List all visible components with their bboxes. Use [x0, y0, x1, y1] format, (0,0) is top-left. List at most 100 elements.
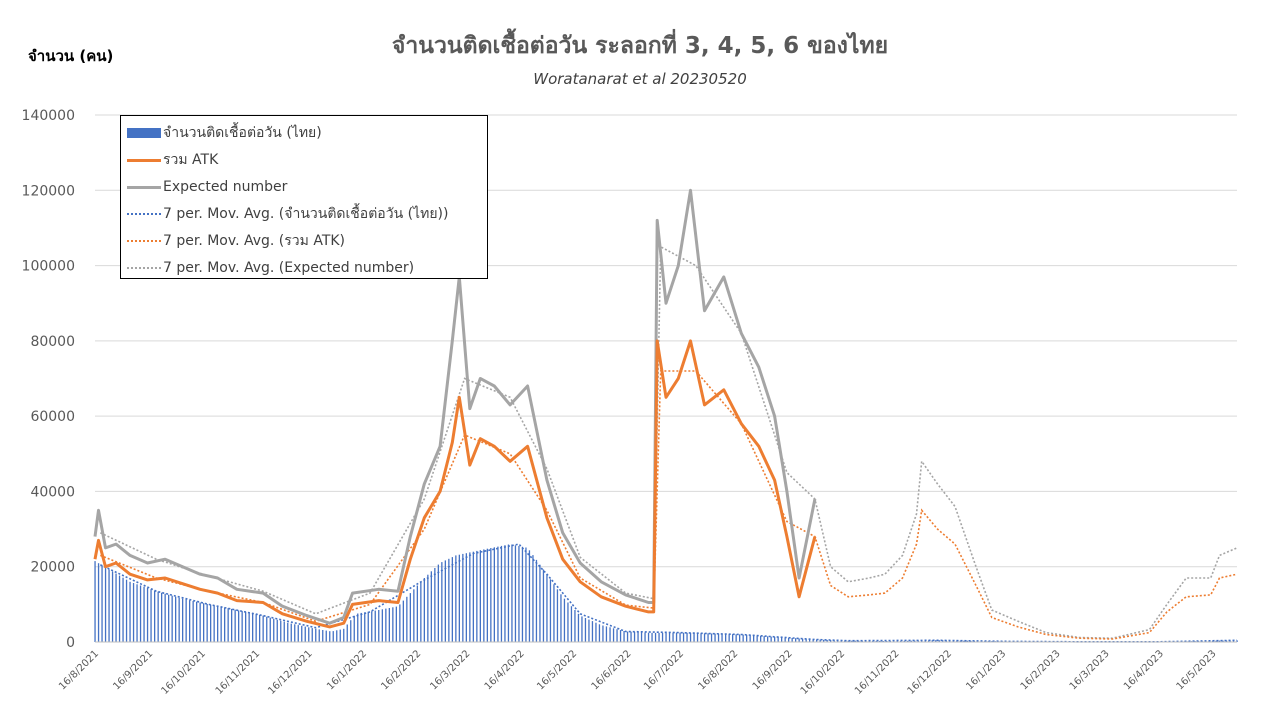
x-tick-label: 16/3/2023 [1068, 648, 1112, 692]
bar [458, 554, 460, 642]
bar [339, 629, 341, 642]
bar [970, 640, 972, 642]
bar [490, 548, 492, 642]
bar [767, 636, 769, 642]
bar [308, 627, 310, 642]
bar [931, 640, 933, 642]
bar [364, 612, 366, 642]
bar [837, 640, 839, 642]
bar [637, 632, 639, 642]
y-tick-label: 80000 [30, 334, 75, 350]
bar [819, 639, 821, 642]
bar [472, 551, 474, 642]
y-tick-label: 40000 [30, 484, 75, 500]
bar [732, 634, 734, 642]
bar [725, 633, 727, 642]
bar [94, 561, 96, 642]
bar [154, 590, 156, 642]
bar [549, 579, 552, 642]
x-tick-label: 16/8/2021 [57, 648, 101, 692]
bar [795, 638, 797, 642]
legend-item-ma-expected: 7 per. Mov. Avg. (Expected number) [121, 254, 487, 281]
legend-swatch-dotted [127, 208, 161, 220]
x-tick-label: 16/1/2023 [964, 648, 1008, 692]
bar [966, 640, 968, 642]
bar [136, 584, 138, 642]
bar [469, 552, 471, 642]
bar [301, 625, 303, 642]
bar [318, 629, 320, 642]
bar [283, 621, 285, 642]
bar [588, 619, 590, 642]
bar [104, 567, 107, 642]
bar [672, 632, 674, 642]
bar [816, 639, 818, 642]
legend-item-ma-atk: 7 per. Mov. Avg. (รวม ATK) [121, 227, 487, 254]
bar [774, 636, 776, 642]
bar [703, 633, 706, 642]
bar [1232, 640, 1235, 642]
bar [591, 621, 594, 642]
legend-label: Expected number [163, 178, 288, 195]
bar [476, 550, 478, 642]
bar [413, 589, 415, 642]
x-tick-label: 16/10/2022 [799, 648, 848, 697]
bar [493, 547, 495, 642]
bar [830, 640, 832, 642]
bar [560, 594, 562, 642]
x-tick-label: 16/12/2021 [266, 648, 315, 697]
bar [570, 606, 573, 642]
x-tick-label: 16/4/2023 [1122, 648, 1166, 692]
bar [430, 571, 432, 642]
bar [213, 605, 215, 642]
bar [423, 578, 425, 642]
x-tick-label: 16/1/2022 [325, 648, 369, 692]
x-tick-label: 16/2/2023 [1019, 648, 1063, 692]
bar [921, 640, 923, 642]
x-tick-label: 16/11/2022 [853, 648, 902, 697]
bar [416, 585, 418, 642]
bar [700, 633, 702, 642]
bar [805, 638, 807, 642]
bar [276, 619, 278, 642]
bar [802, 638, 804, 642]
bar [746, 634, 748, 642]
legend-swatch-line [127, 181, 161, 193]
bar [924, 640, 926, 642]
bar [518, 546, 520, 642]
bar [742, 634, 744, 642]
bar [812, 639, 814, 642]
legend-swatch-line [127, 154, 161, 166]
bar [753, 635, 755, 642]
bar [574, 610, 576, 642]
bar [661, 632, 664, 642]
bar [714, 633, 716, 642]
bar [497, 546, 499, 642]
bar [182, 598, 184, 642]
bar [654, 632, 657, 642]
bar [735, 634, 737, 642]
chart-title: จำนวนติดเชื้อต่อวัน ระลอกที่ 3, 4, 5, 6 … [391, 33, 889, 59]
legend-swatch-bar [127, 127, 161, 138]
legend-item-atk: รวม ATK [121, 146, 487, 173]
series-line-moving-average [99, 245, 1238, 640]
bar [903, 640, 905, 642]
series-line-moving-average [99, 543, 1238, 643]
bar [854, 640, 856, 642]
x-tick-label: 16/4/2022 [483, 648, 527, 692]
bar [696, 633, 699, 642]
bar [409, 593, 411, 642]
bar [336, 630, 338, 642]
bar [525, 547, 527, 642]
bar [826, 639, 828, 642]
y-tick-label: 140000 [22, 108, 75, 124]
bar [150, 589, 152, 642]
bar [192, 601, 194, 642]
chart-subtitle: Woratanarat et al 20230520 [533, 70, 747, 88]
bar [322, 630, 324, 642]
bar [111, 571, 114, 642]
legend-item-daily-cases: จำนวนติดเชื้อต่อวัน (ไทย) [121, 119, 487, 146]
bar [381, 609, 383, 642]
